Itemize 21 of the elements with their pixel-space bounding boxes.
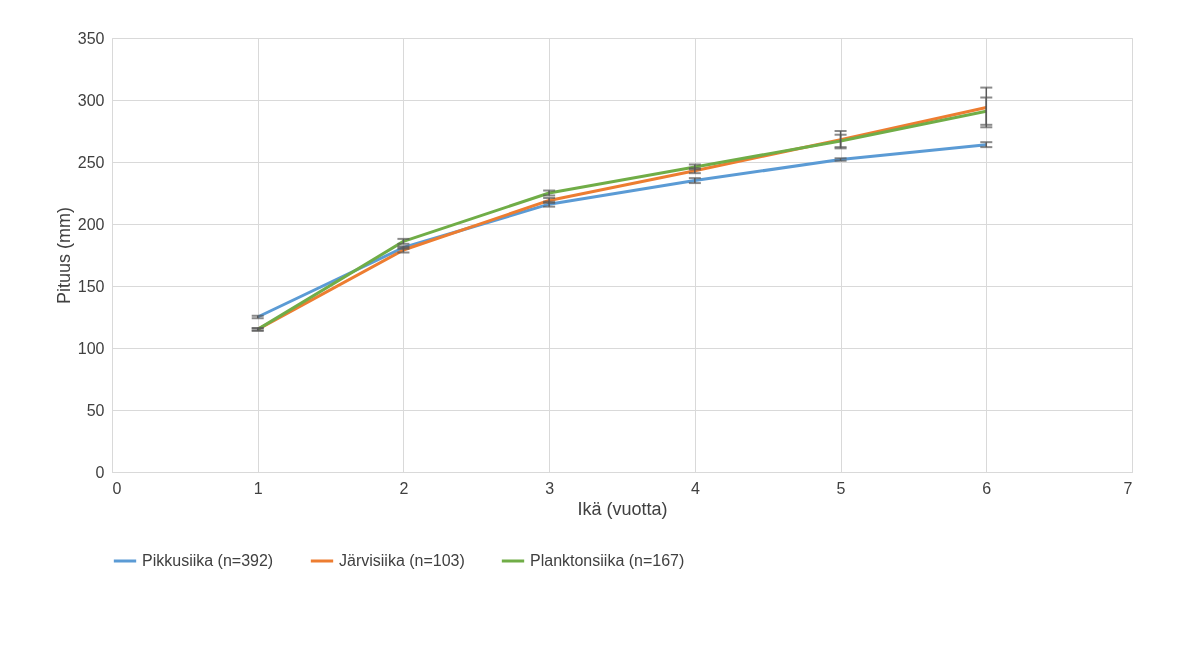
- y-tick-label: 200: [77, 215, 105, 233]
- y-tick-label: 150: [77, 277, 105, 295]
- y-axis-title: Pituus (mm): [53, 206, 74, 305]
- x-tick-label: 1: [253, 479, 263, 497]
- x-tick-label: 4: [690, 479, 700, 497]
- x-tick-label: 3: [545, 479, 555, 497]
- legend-label: Pikkusiika (n=392): [142, 552, 274, 569]
- legend-label: Järvisiika (n=103): [339, 552, 465, 569]
- y-tick-label: 300: [77, 91, 105, 109]
- x-tick-label: 7: [1123, 479, 1133, 497]
- y-tick-label: 100: [77, 339, 105, 357]
- x-axis-title: Ikä (vuotta): [577, 498, 668, 519]
- x-tick-label: 2: [399, 479, 409, 497]
- legend-label: Planktonsiika (n=167): [530, 552, 685, 569]
- x-tick-label: 0: [112, 479, 122, 497]
- x-tick-label: 5: [836, 479, 846, 497]
- x-tick-label: 6: [982, 479, 992, 497]
- y-tick-label: 250: [77, 153, 105, 171]
- y-tick-label: 350: [77, 29, 105, 47]
- y-tick-label: 50: [86, 401, 105, 419]
- y-tick-label: 0: [95, 463, 105, 481]
